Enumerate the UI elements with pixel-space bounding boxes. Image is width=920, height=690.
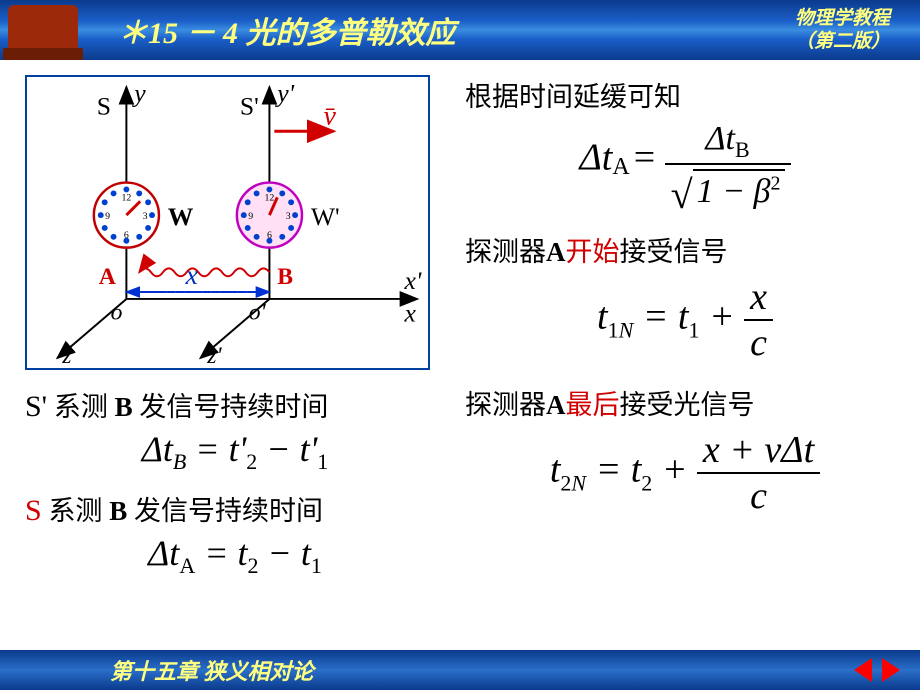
formula-t2N: t2N = t2 + x + vΔt c [465, 428, 905, 518]
left-column: S' 系测 B 发信号持续时间 ΔtB = t'2 − t'1 S 系测 B 发… [25, 385, 445, 593]
label-zp: z' [206, 343, 222, 368]
svg-text:12: 12 [121, 192, 131, 203]
svg-text:9: 9 [248, 211, 253, 222]
right-column: 根据时间延缓可知 ΔtA = ΔtB √1 − β2 探测器A开始接受信号 t1… [465, 75, 905, 536]
label-W: W [168, 202, 194, 231]
text-sp-duration: S' 系测 B 发信号持续时间 [25, 385, 445, 424]
slide-title: ＊15 － 4 光的多普勒效应 [118, 8, 456, 52]
formula-dtA: ΔtA = t2 − t1 [25, 532, 445, 579]
text-detector-end: 探测器A最后接受光信号 [465, 383, 905, 422]
text-s-duration: S 系测 B 发信号持续时间 [25, 489, 445, 528]
label-x-blue: x [185, 259, 199, 290]
svg-text:6: 6 [267, 230, 272, 241]
svg-text:6: 6 [124, 230, 129, 241]
text-detector-start: 探测器A开始接受信号 [465, 230, 905, 269]
book-title: 物理学教程 （第二版） [795, 8, 890, 54]
formula-dilation: ΔtA = ΔtB √1 − β2 [465, 120, 905, 212]
header-bar: ＊15 － 4 光的多普勒效应 物理学教程 （第二版） [0, 0, 920, 60]
logo-icon [8, 5, 78, 55]
formula-dtB: ΔtB = t'2 − t'1 [25, 428, 445, 475]
chapter-title: 第十五章 狭义相对论 [110, 654, 314, 686]
label-Sp: S' [240, 91, 259, 120]
svg-text:3: 3 [143, 211, 148, 222]
diagram-svg: 12 3 6 9 12 3 6 9 [27, 77, 428, 368]
label-yp: y' [274, 79, 294, 108]
next-arrow-icon[interactable] [882, 658, 900, 682]
book-name: 物理学教程 [795, 8, 890, 31]
label-x: x [404, 299, 417, 328]
content-area: 12 3 6 9 12 3 6 9 [0, 60, 920, 650]
label-S: S [97, 91, 111, 120]
label-Wp: W' [311, 202, 340, 231]
footer-bar: 第十五章 狭义相对论 [0, 650, 920, 690]
label-B: B [277, 264, 293, 290]
text-time-dilation: 根据时间延缓可知 [465, 75, 905, 114]
nav-arrows [854, 658, 900, 682]
label-op: o' [249, 300, 267, 326]
svg-text:3: 3 [286, 211, 291, 222]
label-y: y [131, 79, 146, 108]
label-z: z [61, 343, 71, 368]
coordinate-diagram: 12 3 6 9 12 3 6 9 [25, 75, 430, 370]
label-v: v̄ [324, 99, 337, 130]
prev-arrow-icon[interactable] [854, 658, 872, 682]
label-A: A [99, 264, 116, 290]
svg-text:12: 12 [264, 192, 274, 203]
label-xp: x' [404, 266, 422, 295]
book-edition: （第二版） [795, 31, 890, 54]
svg-text:9: 9 [105, 211, 110, 222]
label-o: o [111, 300, 123, 326]
formula-t1N: t1N = t1 + x c [465, 275, 905, 365]
